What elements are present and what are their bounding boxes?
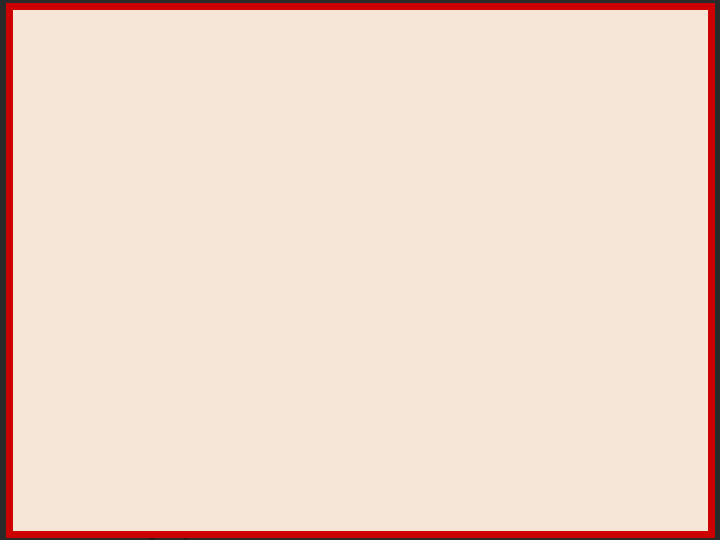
- Text: The discs may be flat or corrugated to increase surface area.: The discs may be flat or corrugated to i…: [63, 432, 571, 450]
- Text: The discs, usually made from synthetic material (e.g. polystyrene,
    PVC), are: The discs, usually made from synthetic m…: [63, 286, 614, 374]
- Text: In this treatment method a unit composed of closely spaced
    discs (2 to 3 m d: In this treatment method a unit composed…: [63, 104, 618, 217]
- Text: •: •: [28, 475, 39, 493]
- Text: ROTATING BIOLOGICAL CONTACTORS (ROTATING DISC: ROTATING BIOLOGICAL CONTACTORS (ROTATING…: [28, 34, 570, 52]
- Text: •: •: [28, 432, 39, 450]
- Text: A microbial film forms on the discs, this is aerated during the
    exposed part: A microbial film forms on the discs, thi…: [63, 475, 574, 540]
- Text: •: •: [28, 286, 39, 303]
- Text: •: •: [28, 104, 39, 122]
- Text: CONTACTORS): CONTACTORS): [28, 65, 173, 83]
